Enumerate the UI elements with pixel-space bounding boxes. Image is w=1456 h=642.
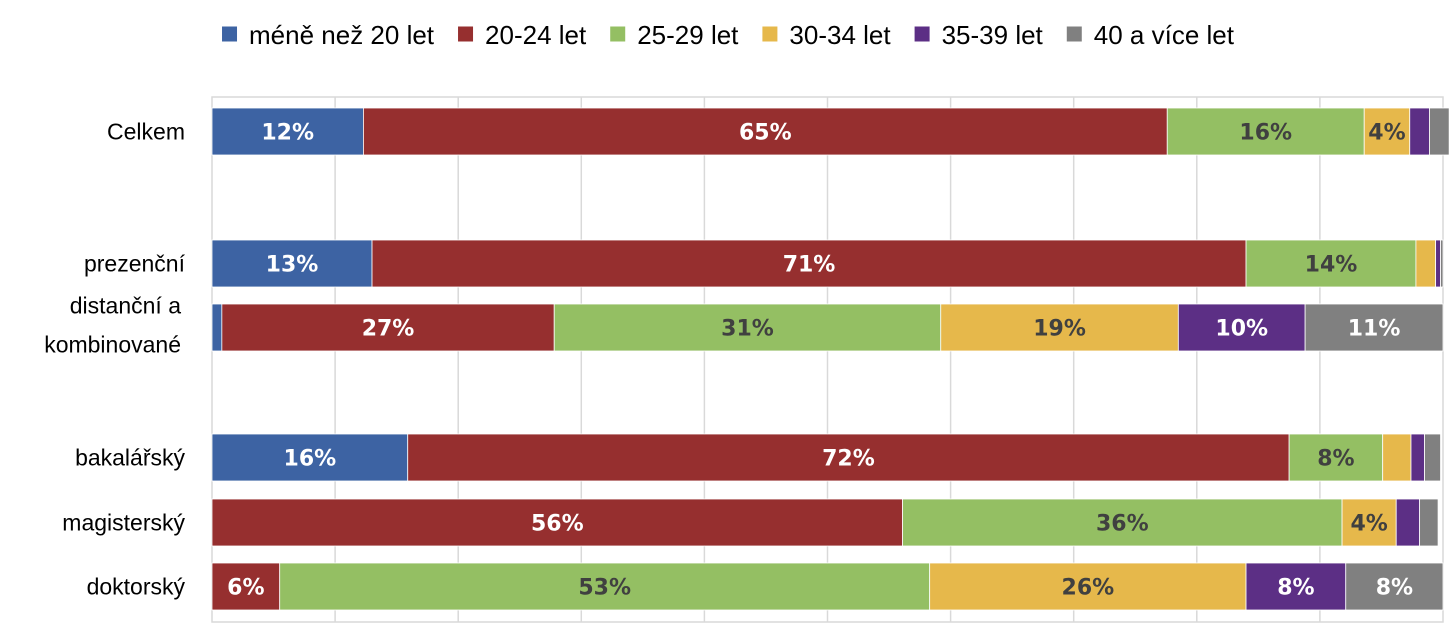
- bar-segment: [1166, 107, 1365, 156]
- bar-data-label: 14%: [1305, 253, 1358, 278]
- bar-segment: [1409, 107, 1430, 156]
- bar-segment: [940, 303, 1179, 352]
- legend-swatch: [762, 26, 778, 42]
- legend-label: méně než 20 let: [249, 20, 435, 50]
- legend-label: 25-29 let: [637, 20, 739, 50]
- legend-swatch: [610, 26, 626, 42]
- bar-segment: [553, 303, 942, 352]
- bar-row: 6% 53% 26% 8% 8%: [211, 562, 1444, 611]
- bar-data-label: 65%: [739, 121, 792, 146]
- bar-data-label: 71%: [783, 253, 836, 278]
- legend-label: 40 a více let: [1094, 20, 1235, 50]
- bar-segment: [211, 498, 903, 547]
- bar-segment: [211, 239, 373, 288]
- bar-data-label: 13%: [266, 253, 319, 278]
- bar-segment: [1382, 433, 1412, 482]
- bar-segment: [902, 498, 1343, 547]
- legend-item: 30-34 let: [762, 20, 891, 50]
- bar-data-label: 53%: [578, 576, 631, 601]
- bar-segment: [1424, 433, 1441, 482]
- legend-item: 25-29 let: [610, 20, 739, 50]
- bar-row: 56% 36% 4%: [211, 498, 1439, 547]
- category-label: doktorský: [87, 574, 186, 600]
- legend-label: 35-39 let: [942, 20, 1044, 50]
- legend-swatch: [222, 26, 238, 42]
- legend-item: 40 a více let: [1066, 20, 1235, 50]
- category-label: bakalářský: [75, 445, 185, 471]
- bar-segment: [371, 239, 1247, 288]
- chart-legend: méně než 20 let 20-24 let 25-29 let 30-34 l…: [222, 20, 1235, 50]
- bar-data-label: 12%: [261, 121, 314, 146]
- category-label: prezenční: [84, 251, 186, 277]
- bar-segment: [1177, 303, 1306, 352]
- bar-data-label: 27%: [362, 317, 415, 342]
- bar-data-label: 19%: [1033, 317, 1086, 342]
- bars: 12% 65% 16% 4% 13% 71% 14% 27% 31% 19% 10% 11% 16% 72…: [211, 107, 1450, 611]
- legend-swatch: [914, 26, 930, 42]
- legend-label: 30-34 let: [789, 20, 891, 50]
- bar-segment: [279, 562, 931, 611]
- bar-data-label: 8%: [1317, 447, 1354, 472]
- category-labels: Celkem prezenční distanční a kombinované bak…: [44, 119, 185, 600]
- bar-data-label: 8%: [1376, 576, 1413, 601]
- bar-data-label: 56%: [531, 512, 584, 537]
- bar-segment: [1440, 239, 1444, 288]
- bar-segment: [1429, 107, 1450, 156]
- bar-data-label: 8%: [1277, 576, 1314, 601]
- legend-item: 35-39 let: [914, 20, 1044, 50]
- bar-data-label: 31%: [721, 317, 774, 342]
- legend-item: 20-24 let: [458, 20, 587, 50]
- bar-data-label: 4%: [1350, 512, 1387, 537]
- bar-data-label: 11%: [1348, 317, 1401, 342]
- bar-row: 16% 72% 8%: [211, 433, 1441, 482]
- bar-segment: [1435, 239, 1441, 288]
- bar-segment: [363, 107, 1168, 156]
- bar-segment: [1410, 433, 1425, 482]
- bar-segment: [1419, 498, 1439, 547]
- bar-segment: [211, 433, 409, 482]
- bar-data-label: 36%: [1096, 512, 1149, 537]
- bar-segment: [211, 303, 223, 352]
- bar-row: 27% 31% 19% 10% 11%: [211, 303, 1444, 352]
- bar-segment: [1304, 303, 1444, 352]
- category-label: distanční a kombinované: [44, 293, 181, 358]
- legend-item: méně než 20 let: [222, 20, 435, 50]
- bar-segment: [1363, 107, 1411, 156]
- legend-label: 20-24 let: [485, 20, 587, 50]
- category-label: Celkem: [107, 119, 185, 145]
- bar-data-label: 72%: [822, 447, 875, 472]
- bar-data-label: 10%: [1215, 317, 1268, 342]
- bar-data-label: 6%: [227, 576, 264, 601]
- bar-segment: [1245, 239, 1417, 288]
- bar-data-label: 16%: [1239, 121, 1292, 146]
- bar-data-label: 26%: [1062, 576, 1115, 601]
- bar-data-label: 4%: [1368, 121, 1405, 146]
- legend-swatch: [1066, 26, 1082, 42]
- bar-segment: [1345, 562, 1444, 611]
- legend-swatch: [458, 26, 474, 42]
- bar-segment: [1415, 239, 1437, 288]
- bar-segment: [221, 303, 555, 352]
- bar-segment: [1395, 498, 1421, 547]
- bar-data-label: 16%: [284, 447, 337, 472]
- bar-row: 13% 71% 14%: [211, 239, 1444, 288]
- category-label: magisterský: [62, 510, 185, 536]
- bar-row: 12% 65% 16% 4%: [211, 107, 1450, 156]
- bar-segment: [1245, 562, 1347, 611]
